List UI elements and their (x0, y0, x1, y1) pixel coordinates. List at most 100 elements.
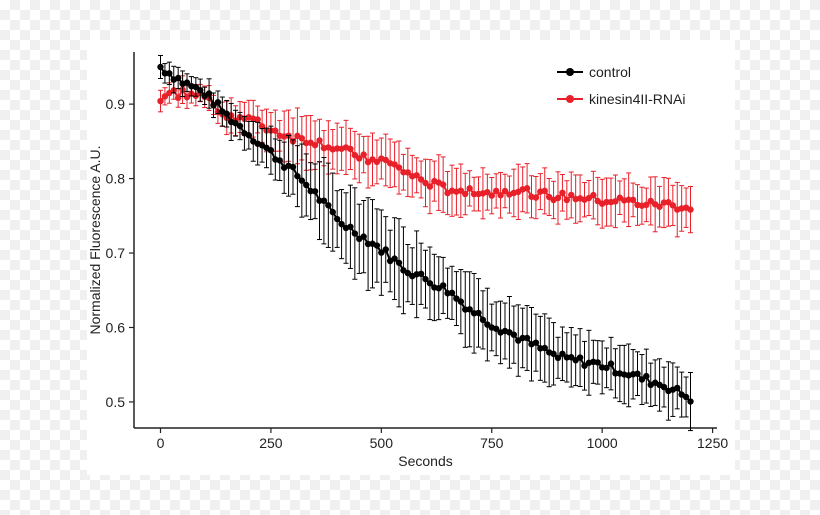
legend-swatch-marker (566, 68, 574, 76)
data-point (634, 370, 641, 377)
x-tick-label: 1250 (697, 435, 728, 451)
data-point (166, 70, 173, 77)
data-point (404, 169, 412, 176)
data-point (422, 275, 429, 283)
data-point (298, 177, 306, 184)
data-point (497, 192, 504, 199)
y-tick-label: 0.5 (106, 394, 126, 410)
legend: control kinesin4II-RNAi (557, 64, 685, 107)
data-point (554, 354, 562, 362)
data-point (638, 376, 646, 383)
data-point (356, 155, 363, 162)
data-point (554, 194, 562, 202)
data-point (161, 93, 169, 100)
data-point (541, 344, 548, 352)
data-point (395, 259, 403, 266)
data-point (563, 196, 571, 204)
data-point (532, 339, 540, 346)
data-point (603, 364, 610, 372)
data-point (629, 196, 637, 204)
y-axis-title: Normalized Fluorescence A.U. (87, 145, 103, 334)
data-point (439, 282, 447, 289)
data-point (351, 230, 359, 237)
data-point (674, 384, 681, 392)
data-point (501, 187, 509, 195)
data-point (325, 202, 332, 209)
data-point (519, 334, 526, 342)
data-point (298, 135, 306, 142)
x-tick-label: 750 (480, 435, 504, 451)
data-point (378, 249, 385, 256)
data-point (329, 208, 336, 216)
data-point (360, 151, 367, 158)
legend-label: kinesin4II-RNAi (589, 91, 685, 107)
data-point (607, 360, 615, 367)
data-point (382, 156, 389, 164)
data-point (479, 316, 487, 324)
y-tick-label: 0.6 (106, 319, 126, 335)
data-point (183, 93, 191, 101)
data-point (373, 158, 381, 166)
data-point (197, 86, 204, 94)
data-point (205, 90, 213, 97)
data-point (457, 298, 465, 305)
data-point (254, 116, 261, 123)
line-chart: 0 250 500 750 1000 1250 0.5 0.6 0.7 0.8 0.9 Secon… (87, 52, 728, 469)
data-point (161, 70, 169, 77)
data-point (373, 242, 381, 249)
data-point (492, 325, 500, 332)
data-point (550, 350, 557, 358)
y-ticks: 0.5 0.6 0.7 0.8 0.9 (106, 96, 134, 410)
data-point (351, 151, 359, 159)
data-point (347, 223, 354, 230)
series-layer (157, 54, 694, 432)
data-point (523, 185, 531, 192)
legend-swatch-marker (566, 95, 574, 103)
data-point (422, 179, 429, 187)
data-point (214, 99, 222, 106)
data-point (395, 164, 403, 171)
data-point (223, 110, 230, 117)
data-point (466, 306, 473, 313)
data-point (391, 255, 398, 262)
data-point (311, 141, 319, 149)
data-point (338, 220, 345, 228)
y-tick-label: 0.9 (106, 96, 126, 112)
data-point (488, 192, 495, 199)
data-point (258, 123, 266, 130)
data-point (236, 122, 244, 130)
x-tick-label: 1000 (587, 435, 618, 451)
data-point (687, 398, 694, 405)
data-point (183, 79, 191, 86)
data-point (492, 187, 500, 195)
data-point (457, 187, 465, 194)
data-point (360, 233, 367, 240)
data-point (439, 181, 447, 188)
data-point (475, 309, 482, 317)
data-point (333, 215, 341, 223)
data-point (245, 132, 253, 139)
data-point (643, 372, 650, 380)
data-point (568, 191, 575, 199)
data-point (289, 163, 297, 171)
y-tick-label: 0.8 (106, 171, 126, 187)
data-point (466, 185, 473, 192)
data-point (316, 197, 323, 204)
data-point (391, 161, 398, 168)
data-point (523, 334, 531, 342)
data-point (647, 197, 654, 205)
axes: 0 250 500 750 1000 1250 0.5 0.6 0.7 0.8 0.9 (106, 52, 728, 451)
data-point (426, 280, 434, 287)
chart-figure: 0 250 500 750 1000 1250 0.5 0.6 0.7 0.8 0.9 Secon… (87, 40, 735, 475)
data-point (347, 145, 354, 153)
x-tick-label: 250 (259, 435, 283, 451)
data-point (417, 176, 425, 183)
data-point (682, 393, 690, 401)
data-point (417, 270, 425, 277)
data-point (448, 289, 456, 297)
data-point (576, 354, 584, 361)
x-tick-label: 500 (370, 435, 394, 451)
data-point (665, 199, 672, 206)
data-point (157, 63, 164, 71)
data-point (612, 198, 619, 205)
